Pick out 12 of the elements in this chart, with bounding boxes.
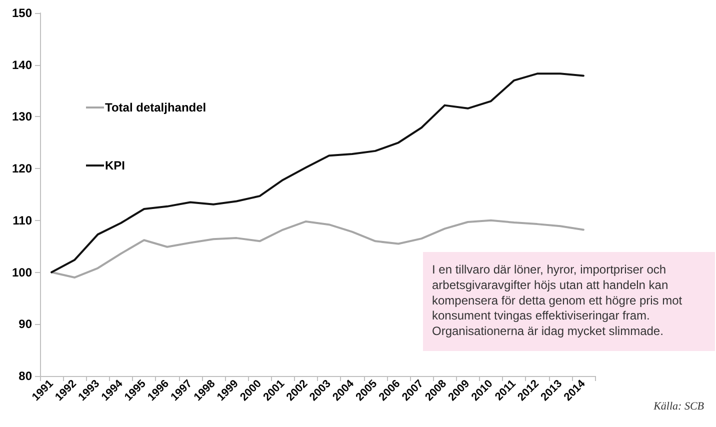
y-tick-label: 100 <box>12 265 32 280</box>
annotation: I en tillvaro där löner, hyror, importpriser och arbetsgivaravgifter höjs utan att handeln kan kompensera för detta genom ett högre pris mot konsument tvingas effektiviseringar fram. Organisationerna är idag mycket slimmade. <box>432 262 686 338</box>
y-tick-label: 150 <box>12 6 32 20</box>
y-tick-label: 80 <box>18 369 32 383</box>
legend-label: KPI <box>105 158 126 172</box>
y-tick-label: 90 <box>18 317 32 332</box>
y-tick-label: 140 <box>12 58 32 72</box>
y-tick-label: 120 <box>12 162 32 176</box>
y-tick-label: 110 <box>12 213 32 228</box>
legend-label: Total detaljhandel <box>105 100 206 114</box>
y-tick-label: 130 <box>12 110 32 124</box>
text: Källa: SCB <box>652 400 704 412</box>
